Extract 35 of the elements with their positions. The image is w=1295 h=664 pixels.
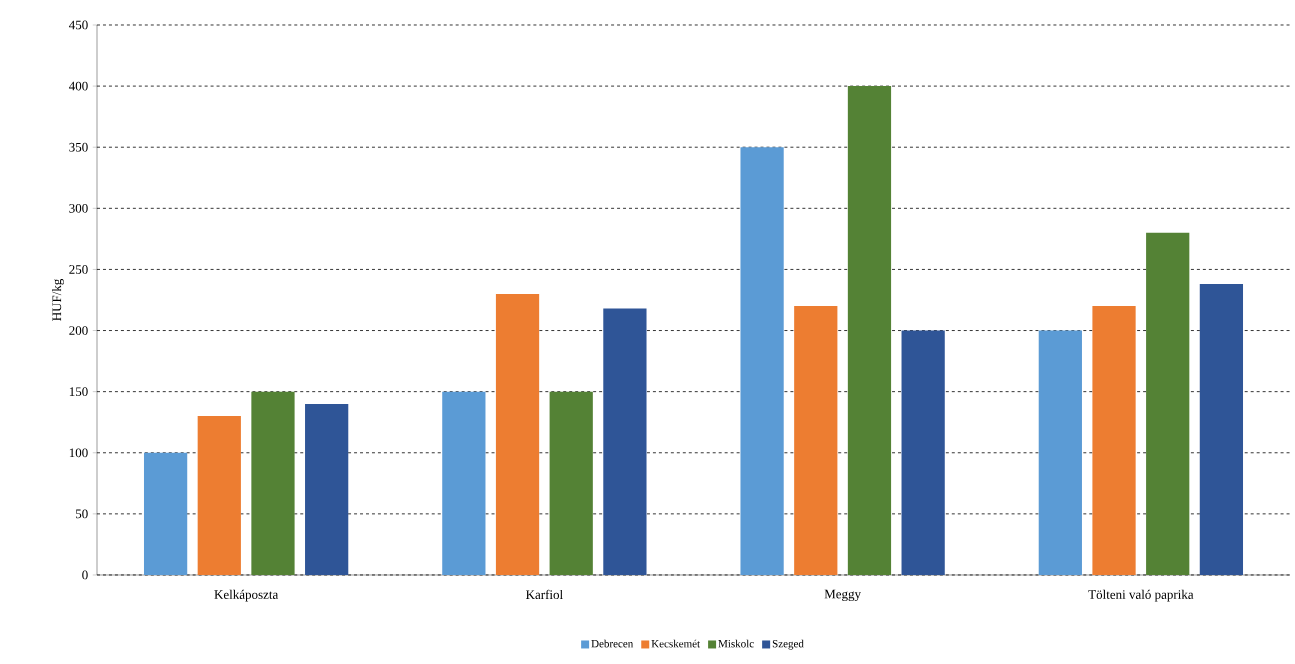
bar	[549, 391, 593, 575]
y-tick-label: 50	[75, 509, 88, 519]
y-tick-label: 200	[69, 326, 88, 335]
bar	[847, 86, 892, 575]
y-tick-label: 350	[69, 142, 88, 152]
bar	[794, 306, 838, 575]
legend-label: Szeged	[772, 639, 804, 650]
bar	[1038, 330, 1082, 575]
bar	[740, 147, 784, 575]
x-tick-label: Kelkáposzta	[214, 589, 279, 602]
legend-label: Kecskemét	[651, 639, 701, 648]
bar	[1199, 284, 1244, 575]
y-tick-label: 150	[69, 387, 88, 397]
x-tick-label: Tölteni való paprika	[1088, 589, 1194, 602]
bar	[251, 391, 295, 575]
bar	[603, 308, 647, 575]
x-tick-label: Karfiol	[525, 589, 563, 600]
y-tick-label: 400	[68, 81, 88, 91]
bar	[143, 452, 188, 575]
y-tick-label: 250	[69, 265, 88, 274]
x-tick-label: Meggy	[824, 589, 861, 602]
y-tick-label: 100	[69, 448, 88, 458]
y-tick-label: 0	[82, 570, 88, 580]
bar	[305, 403, 349, 575]
bar	[495, 293, 540, 575]
bar	[1146, 232, 1190, 575]
bar	[442, 391, 486, 575]
legend-label: Miskolc	[718, 639, 754, 648]
y-tick-label: 450	[68, 20, 88, 30]
bar	[1092, 306, 1136, 575]
y-tick-label: 300	[69, 203, 88, 213]
legend-label: Debrecen	[591, 639, 634, 648]
y-axis-title: HUF/kg	[52, 278, 64, 321]
bar	[901, 330, 945, 575]
bar	[197, 416, 241, 575]
